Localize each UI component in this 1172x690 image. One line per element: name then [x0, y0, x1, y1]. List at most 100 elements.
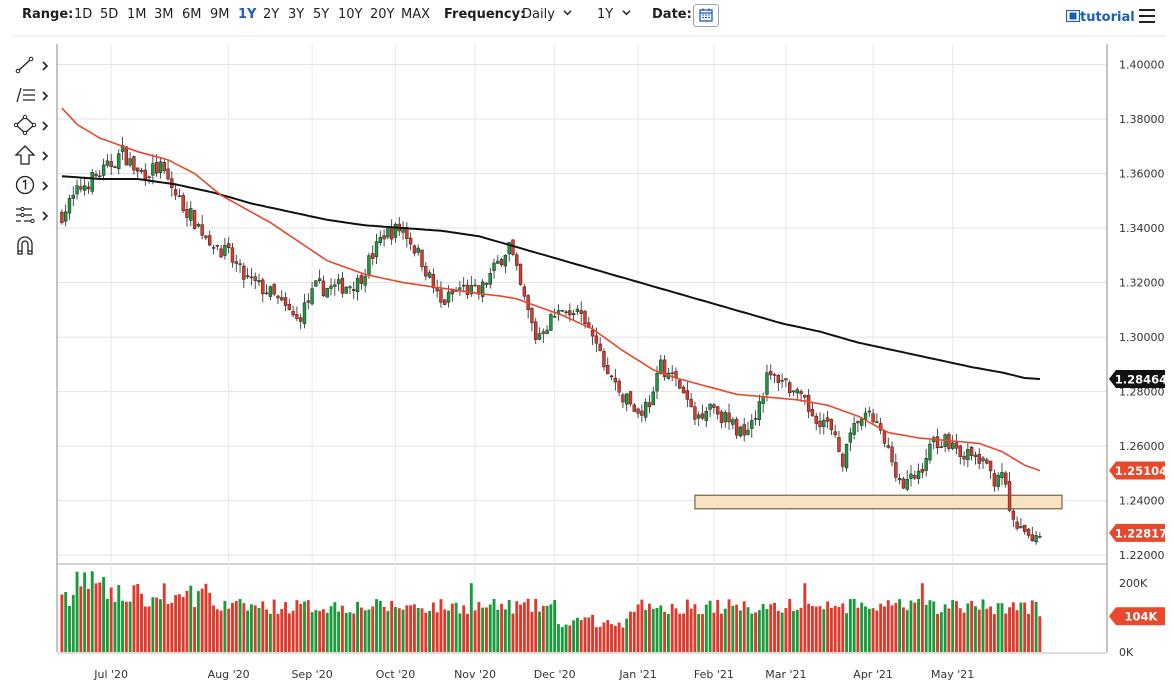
volume-bar — [557, 624, 560, 652]
volume-bar — [610, 624, 613, 652]
candle-body — [503, 255, 508, 267]
volume-bar — [879, 603, 883, 652]
candle-body — [662, 359, 667, 378]
counter-tool-icon[interactable] — [12, 174, 54, 196]
candle-body — [234, 261, 238, 264]
range-option-5y[interactable]: 5Y — [313, 7, 330, 22]
range-option-max[interactable]: MAX — [401, 7, 431, 22]
range-option-3m[interactable]: 3M — [154, 7, 174, 22]
range-option-5d[interactable]: 5D — [100, 7, 119, 22]
candle-body — [841, 453, 845, 467]
volume-bar — [659, 605, 663, 652]
frequency-select[interactable]: Daily — [522, 7, 555, 22]
range-option-2y[interactable]: 2Y — [263, 7, 280, 22]
volume-bar — [1015, 610, 1019, 652]
shape-tool-icon[interactable] — [12, 114, 54, 136]
range-option-10y[interactable]: 10Y — [338, 7, 363, 22]
candle-body — [230, 247, 235, 263]
volume-bar — [390, 600, 394, 652]
candle-body — [791, 390, 796, 393]
candle-body — [374, 241, 379, 258]
volume-bar — [841, 603, 845, 652]
volume-bar — [231, 602, 234, 652]
volume-bar — [538, 611, 541, 652]
candle-body — [189, 208, 193, 221]
period-select[interactable]: 1Y — [597, 7, 614, 22]
volume-bar — [356, 601, 360, 652]
volume-bar — [913, 602, 917, 652]
chevron-down-icon[interactable] — [622, 8, 631, 17]
candle-body — [966, 449, 970, 460]
range-option-6m[interactable]: 6M — [182, 7, 202, 22]
tutorial-link[interactable]: tutorial — [1065, 9, 1135, 25]
volume-bar — [113, 601, 117, 652]
candle-body — [283, 297, 288, 306]
candle-body — [245, 275, 250, 278]
candle-body — [477, 285, 481, 295]
line-tool-icon[interactable] — [12, 54, 54, 76]
fib-tool-icon[interactable] — [12, 84, 54, 106]
candle-body — [670, 372, 674, 375]
candle-body — [598, 343, 602, 351]
volume-bar — [170, 602, 174, 652]
candle-body — [920, 468, 925, 473]
candle-body — [685, 390, 690, 400]
volume-bar — [792, 610, 795, 652]
candle-body — [772, 374, 777, 376]
candle-body — [223, 244, 227, 256]
volume-bar — [177, 594, 181, 652]
candle-body — [219, 248, 223, 258]
chevron-down-icon[interactable] — [563, 8, 572, 17]
range-option-1d[interactable]: 1D — [74, 7, 93, 22]
volume-bar — [788, 598, 792, 652]
range-option-1m[interactable]: 1M — [127, 7, 147, 22]
volume-bar — [1000, 603, 1004, 652]
volume-bar — [295, 600, 299, 652]
candle-body — [90, 172, 94, 192]
candle-body — [128, 158, 132, 166]
candle-body — [109, 161, 113, 167]
hamburger-menu-icon[interactable] — [1139, 9, 1155, 23]
candle-body — [63, 211, 68, 222]
support-zone-rect — [694, 494, 1063, 510]
volume-bar — [867, 608, 871, 652]
range-option-9m[interactable]: 9M — [210, 7, 230, 22]
arrow-tool-icon[interactable] — [12, 144, 54, 166]
candle-body — [162, 161, 166, 172]
candle-body — [507, 242, 511, 255]
volume-bar — [234, 601, 238, 652]
candle-body — [333, 284, 337, 287]
volume-bar — [992, 614, 996, 652]
range-option-1y[interactable]: 1Y — [238, 7, 257, 22]
volume-bar — [90, 571, 94, 652]
volume-bars — [60, 571, 1042, 652]
candle-body — [367, 255, 371, 275]
volume-bar — [299, 603, 303, 652]
volume-bar — [208, 592, 212, 652]
volume-bar — [625, 618, 629, 652]
volume-badge-label: 104K — [1125, 610, 1159, 624]
candle-body — [355, 277, 360, 293]
pattern-tool-icon[interactable] — [12, 204, 54, 226]
volume-bar — [966, 603, 970, 652]
magnet-icon[interactable] — [12, 234, 54, 256]
candle-body — [518, 263, 523, 285]
volume-bar — [500, 603, 504, 652]
candlesticks — [60, 136, 1042, 545]
range-option-20y[interactable]: 20Y — [370, 7, 395, 22]
candle-body — [75, 185, 79, 195]
volume-bar — [143, 606, 147, 652]
calendar-button[interactable] — [693, 4, 719, 27]
volume-bar — [761, 603, 765, 652]
candle-body — [905, 479, 909, 490]
candle-body — [969, 446, 974, 456]
candle-body — [211, 247, 216, 249]
candle-body — [408, 237, 413, 245]
volume-bar — [810, 606, 814, 652]
sma-50-line — [61, 107, 1041, 472]
range-option-3y[interactable]: 3Y — [288, 7, 305, 22]
candle-body — [363, 275, 367, 286]
volume-bar — [196, 591, 200, 652]
x-tick-label: Jul '20 — [93, 668, 128, 681]
